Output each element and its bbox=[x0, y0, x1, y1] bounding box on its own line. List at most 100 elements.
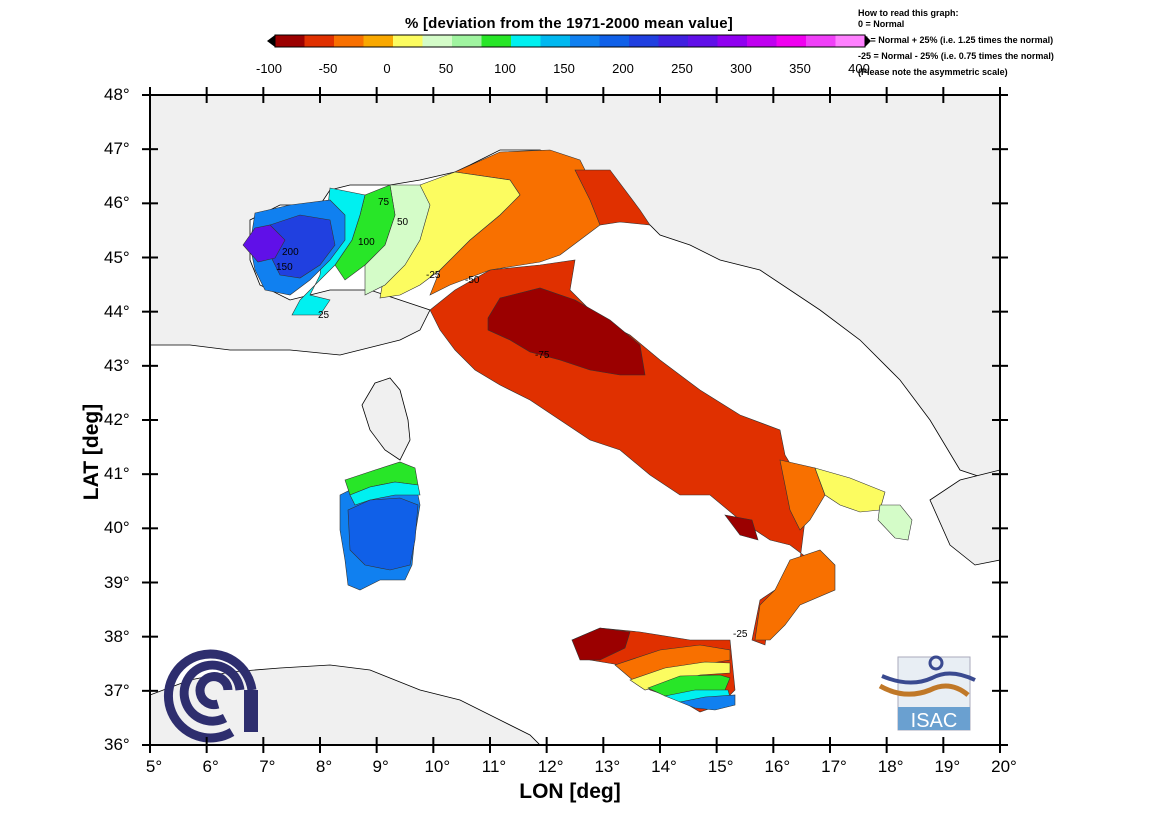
europe-north-land bbox=[149, 94, 1001, 481]
colorbar-swatch bbox=[599, 35, 630, 47]
colorbar-swatch bbox=[570, 35, 600, 47]
legend-note-line: 0 = Normal bbox=[858, 19, 905, 29]
lon-tick-label: 11° bbox=[481, 757, 507, 776]
colorbar-tick-label: 100 bbox=[494, 61, 516, 76]
colorbar-frame bbox=[274, 34, 866, 48]
lon-tick-label: 13° bbox=[594, 757, 621, 776]
colorbar-tick-label: -100 bbox=[255, 61, 283, 76]
contour-label: -75 bbox=[535, 350, 550, 361]
colorbar-tick-label: 400 bbox=[848, 61, 870, 76]
lat-tick-label: 46° bbox=[104, 193, 130, 213]
colorbar-swatch bbox=[304, 35, 335, 47]
west-darkblue bbox=[269, 214, 336, 279]
contour-label: -50 bbox=[465, 275, 480, 286]
colorbar-tick-label: 150 bbox=[553, 61, 575, 76]
colorbar-swatch bbox=[393, 35, 423, 47]
contour-labels: 200 150 100 75 50 -25 -50 -75 25 -25 bbox=[276, 197, 748, 640]
isac-logo: ISAC bbox=[878, 655, 976, 732]
colorbar-swatch bbox=[511, 35, 541, 47]
colorbar-swatch bbox=[452, 35, 482, 47]
lat-tick-label: 40° bbox=[104, 518, 130, 538]
lon-tick-label: 12° bbox=[537, 757, 564, 776]
contour-label: -25 bbox=[426, 270, 441, 281]
lon-tick-label: 9° bbox=[372, 757, 389, 776]
west-purple bbox=[242, 224, 286, 263]
lon-tick-label: 14° bbox=[651, 757, 677, 776]
lon-tick-label: 16° bbox=[764, 757, 791, 776]
central-dark-field bbox=[487, 287, 646, 376]
lat-tick-label: 39° bbox=[104, 572, 130, 592]
sardinia-cyan bbox=[349, 481, 421, 506]
colorbar-tick-label: 200 bbox=[612, 61, 634, 76]
lat-tick-label: 45° bbox=[104, 247, 130, 267]
lon-tick-label: 10° bbox=[424, 757, 451, 776]
puglia-lightgreen bbox=[877, 504, 913, 541]
colorbar-swatch bbox=[688, 35, 718, 47]
colorbar-swatch bbox=[629, 35, 659, 47]
lon-tick-label: 6° bbox=[202, 757, 219, 776]
colorbar-swatch bbox=[835, 35, 866, 47]
colorbar-swatch bbox=[363, 35, 394, 47]
sicily-blue bbox=[678, 694, 736, 711]
sardinia-darkblue bbox=[347, 497, 419, 571]
lon-tick-label: 17° bbox=[821, 757, 847, 776]
legend-note-line: (Please note the asymmetric scale) bbox=[858, 67, 1008, 77]
lat-tick-label: 36° bbox=[104, 735, 130, 754]
contour-label: 100 bbox=[358, 237, 375, 248]
legend-note: How to read this graph: 0 = Normal 25 = … bbox=[858, 5, 1158, 81]
colorbar-left-arrow bbox=[267, 35, 275, 47]
contour-label: 150 bbox=[276, 262, 293, 273]
lat-tick-label: 47° bbox=[104, 139, 130, 159]
lon-tick-label: 8° bbox=[315, 757, 333, 776]
contour-label: 75 bbox=[378, 197, 390, 208]
colorbar-right-arrow bbox=[865, 35, 871, 47]
legend-note-line: -25 = Normal - 25% (i.e. 0.75 times the … bbox=[858, 51, 1054, 61]
corsica-land bbox=[361, 377, 411, 461]
calabria-field bbox=[754, 549, 836, 641]
lat-tick-label: 38° bbox=[104, 626, 130, 646]
colorbar-title: % [deviation from the 1971-2000 mean val… bbox=[405, 15, 733, 32]
legend-note-line: How to read this graph: bbox=[858, 8, 959, 18]
contour-label: 200 bbox=[282, 247, 299, 258]
colorbar-swatch bbox=[717, 35, 748, 47]
legend-note-line: 25 = Normal + 25% (i.e. 1.25 times the n… bbox=[858, 35, 1054, 45]
lat-tick-label: 48° bbox=[104, 85, 130, 104]
colorbar-swatch bbox=[540, 35, 571, 47]
colorbar-swatch bbox=[747, 35, 777, 47]
lat-tick-label: 41° bbox=[104, 464, 130, 484]
colorbar-tick-label: 50 bbox=[438, 61, 454, 76]
colorbar-tick-label: -50 bbox=[318, 61, 338, 76]
contour-label: 25 bbox=[318, 310, 330, 321]
lat-tick-label: 43° bbox=[104, 355, 130, 375]
colorbar-tick-label: 250 bbox=[671, 61, 693, 76]
puglia-yellow bbox=[814, 467, 886, 513]
lat-tick-label: 42° bbox=[104, 410, 130, 429]
lat-tick-label: 37° bbox=[104, 680, 130, 700]
y-axis-title: LAT [deg] bbox=[80, 403, 103, 501]
lon-tick-label: 19° bbox=[934, 757, 961, 776]
anomaly-fields bbox=[242, 149, 913, 713]
colorbar-tick-label: 300 bbox=[730, 61, 752, 76]
lon-tick-label: 7° bbox=[259, 757, 276, 776]
colorbar-swatch bbox=[334, 35, 364, 47]
colorbar-swatch bbox=[776, 35, 807, 47]
campania-darkred bbox=[724, 514, 759, 541]
colorbar bbox=[267, 34, 871, 48]
colorbar-tick-label: 0 bbox=[383, 61, 391, 76]
contour-label: 50 bbox=[397, 217, 409, 228]
axis-ticks bbox=[142, 87, 1008, 753]
svg-text:ISAC: ISAC bbox=[911, 710, 958, 732]
friuli-field bbox=[574, 169, 651, 226]
colorbar-swatch bbox=[481, 35, 512, 47]
colorbar-swatch bbox=[275, 35, 305, 47]
colorbar-tick-label: 350 bbox=[789, 61, 811, 76]
colorbar-swatch bbox=[806, 35, 836, 47]
lon-tick-label: 20° bbox=[991, 757, 1017, 776]
contour-label: -25 bbox=[733, 629, 748, 640]
colorbar-swatch bbox=[422, 35, 453, 47]
x-axis-title: LON [deg] bbox=[519, 780, 621, 803]
lon-tick-label: 15° bbox=[707, 757, 734, 776]
sicily-darkred bbox=[571, 627, 631, 661]
cnr-logo bbox=[164, 649, 258, 743]
